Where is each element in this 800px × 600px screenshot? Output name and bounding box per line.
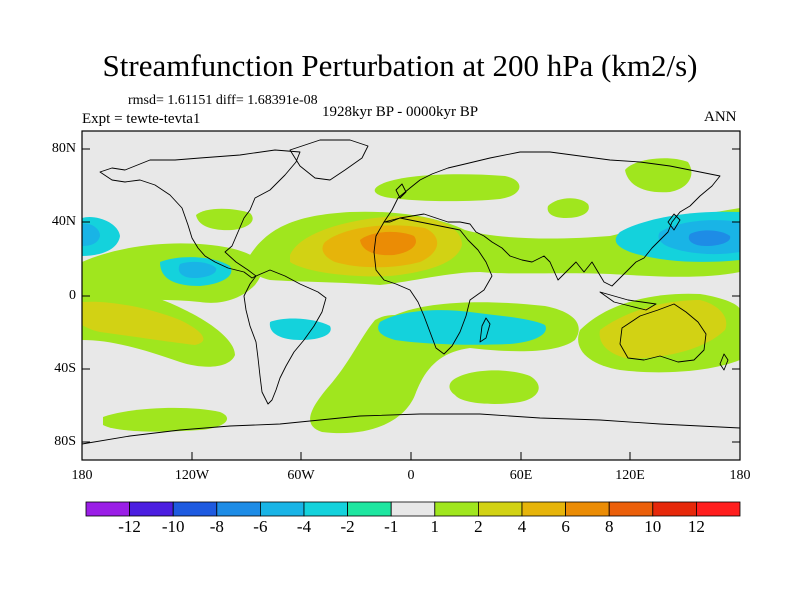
colorbar-box-7 bbox=[390, 501, 436, 517]
field-n-pacific-east bbox=[196, 208, 253, 231]
colorbar-label: 2 bbox=[474, 517, 483, 536]
colorbar-box-5 bbox=[303, 501, 348, 517]
colorbar-label: -4 bbox=[296, 517, 312, 536]
lon-tick-60e: 60E bbox=[509, 468, 533, 483]
lat-tick-40s: 40S bbox=[54, 361, 76, 376]
lon-tick-120w: 120W bbox=[174, 468, 210, 483]
chart-title: Streamfunction Perturbation at 200 hPa (… bbox=[102, 48, 698, 83]
coast-eurasia bbox=[383, 151, 721, 287]
colorbar-box-2 bbox=[172, 501, 218, 517]
experiment-label: Expt = tewte-tevta1 bbox=[82, 111, 201, 127]
coast-new-zealand bbox=[719, 353, 729, 371]
coast-japan bbox=[667, 213, 681, 231]
lat-tick-40n: 40N bbox=[51, 214, 76, 229]
colorbar-box-12 bbox=[608, 501, 654, 517]
lon-tick-180w: 180 bbox=[71, 468, 93, 483]
coast-britain bbox=[395, 183, 407, 199]
colorbar-label: -1 bbox=[384, 517, 399, 536]
field-n-europe bbox=[374, 174, 520, 202]
coast-north-america bbox=[99, 149, 301, 279]
field-australia-4 bbox=[599, 300, 727, 359]
colorbar-box-9 bbox=[477, 501, 523, 517]
coast-indonesia bbox=[599, 291, 657, 311]
lon-tick-60w: 60W bbox=[287, 468, 315, 483]
colorbar-label: -6 bbox=[253, 517, 268, 536]
coast-madagascar bbox=[479, 317, 491, 343]
lat-tick-80n: 80N bbox=[51, 141, 76, 156]
map-frame bbox=[81, 130, 741, 461]
coast-south-america bbox=[243, 269, 327, 405]
field-southern-ocean bbox=[103, 407, 228, 432]
colorbar-label: 12 bbox=[687, 517, 705, 536]
season-label: ANN bbox=[704, 109, 737, 125]
colorbar-box-10 bbox=[521, 501, 566, 517]
field-e-pacific-neg4 bbox=[178, 261, 217, 278]
colorbar-label: 4 bbox=[517, 517, 527, 536]
colorbar-box-11 bbox=[565, 501, 610, 517]
rmsd-stats: rmsd= 1.61151 diff= 1.68391e-08 bbox=[128, 93, 318, 108]
colorbar-box-3 bbox=[216, 501, 261, 517]
colorbar-label: -2 bbox=[340, 517, 355, 536]
colorbar-label: -12 bbox=[118, 517, 141, 536]
field-n-pacific-west-neg4 bbox=[82, 223, 100, 246]
lon-tick-120e: 120E bbox=[615, 468, 645, 483]
colorbar bbox=[85, 501, 741, 517]
colorbar-label: 8 bbox=[604, 517, 614, 536]
field-s-indian-ocean bbox=[449, 370, 539, 404]
contour-fields bbox=[82, 158, 740, 434]
field-s-pacific-4 bbox=[82, 301, 204, 345]
coast-greenland bbox=[289, 139, 369, 181]
coast-africa bbox=[373, 217, 493, 355]
colorbar-box-6 bbox=[347, 501, 392, 517]
colorbar-label: 10 bbox=[644, 517, 662, 536]
coast-antarctica bbox=[82, 413, 740, 445]
colorbar-box-14 bbox=[696, 501, 741, 517]
colorbar-label: 6 bbox=[561, 517, 570, 536]
period-label: 1928kyr BP - 0000kyr BP bbox=[322, 104, 479, 120]
colorbar-box-4 bbox=[259, 501, 305, 517]
lon-tick-0: 0 bbox=[407, 468, 415, 483]
colorbar-label: 1 bbox=[430, 517, 440, 536]
colorbar-box-13 bbox=[652, 501, 697, 517]
field-w-pacific-neg6 bbox=[688, 230, 731, 246]
colorbar-label: -10 bbox=[161, 517, 185, 536]
colorbar-box-8 bbox=[434, 501, 479, 517]
colorbar-box-0 bbox=[85, 501, 130, 517]
colorbar-label: -8 bbox=[209, 517, 224, 536]
coast-australia bbox=[619, 303, 707, 363]
lon-tick-180e: 180 bbox=[729, 468, 751, 483]
lat-tick-0: 0 bbox=[69, 288, 76, 303]
field-mid-atlantic bbox=[547, 198, 589, 218]
colorbar-box-1 bbox=[129, 501, 174, 517]
lat-tick-80s: 80S bbox=[54, 434, 76, 449]
coastlines bbox=[82, 139, 740, 445]
